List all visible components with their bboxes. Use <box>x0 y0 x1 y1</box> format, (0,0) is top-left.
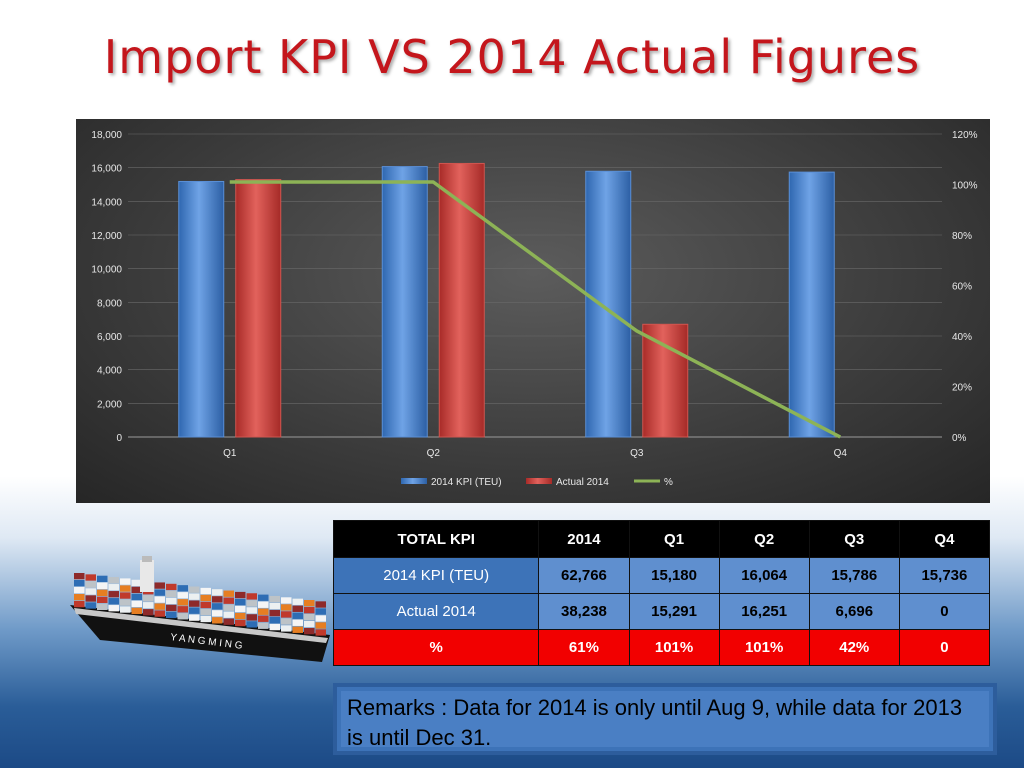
table-cell: 16,064 <box>718 557 810 594</box>
y-left-tick-label: 8,000 <box>97 298 122 309</box>
table-cell: 15,736 <box>898 557 991 594</box>
table-cell: 15,291 <box>628 593 720 630</box>
line-percent <box>229 180 842 439</box>
table-cell: 101% <box>718 629 810 666</box>
table-row: 2014 KPI (TEU) 62,766 15,180 16,064 15,7… <box>332 557 991 594</box>
container-ship-illustration: Y A N G M I N G <box>70 556 330 662</box>
kpi-table: TOTAL KPI 2014 Q1 Q2 Q3 Q4 2014 KPI (TEU… <box>332 520 991 666</box>
table-cell: 62,766 <box>538 557 630 594</box>
remarks-text: Remarks : Data for 2014 is only until Au… <box>347 695 963 750</box>
table-cell: 0 <box>898 593 991 630</box>
y-left-tick-label: 6,000 <box>97 332 122 343</box>
table-cell: 61% <box>538 629 630 666</box>
y-left-tick-label: 14,000 <box>91 197 122 208</box>
row-label: % <box>332 629 540 666</box>
table-header: Q1 <box>628 520 720 558</box>
row-label: 2014 KPI (TEU) <box>332 557 540 594</box>
x-tick-label: Q3 <box>630 448 644 459</box>
x-tick-label: Q4 <box>834 448 848 459</box>
table-cell: 15,786 <box>808 557 900 594</box>
y-right-tick-label: 20% <box>952 383 972 394</box>
x-tick-label: Q1 <box>223 448 237 459</box>
y-right-tick-label: 80% <box>952 231 972 242</box>
y-left-tick-label: 10,000 <box>91 265 122 276</box>
y-left-tick-label: 0 <box>116 433 122 444</box>
y-left-tick-label: 18,000 <box>91 130 122 141</box>
legend-label: 2014 KPI (TEU) <box>431 477 502 488</box>
table-cell: 16,251 <box>718 593 810 630</box>
slide-title: Import KPI VS 2014 Actual Figures <box>103 30 921 84</box>
bar-kpi <box>788 171 835 438</box>
combo-chart: 0 2,000 4,000 6,000 8,000 10,000 12,000 14,000 1… <box>91 130 978 488</box>
chart-panel: 0 2,000 4,000 6,000 8,000 10,000 12,000 14,000 1… <box>76 119 990 503</box>
table-header: Q2 <box>718 520 810 558</box>
table-header: TOTAL KPI <box>332 520 540 558</box>
table-cell: 6,696 <box>808 593 900 630</box>
y-right-tick-label: 0% <box>952 433 967 444</box>
y-right-tick-label: 100% <box>952 181 978 192</box>
bar-actual <box>235 179 282 438</box>
y-right-tick-label: 60% <box>952 282 972 293</box>
legend-label: % <box>664 477 673 488</box>
legend-label: Actual 2014 <box>556 477 609 488</box>
legend-swatch <box>401 478 427 484</box>
row-label: Actual 2014 <box>332 593 540 630</box>
table-cell: 15,180 <box>628 557 720 594</box>
bar-actual <box>642 323 689 438</box>
table-header: 2014 <box>538 520 630 558</box>
y-right-tick-label: 120% <box>952 130 978 141</box>
table-row: Actual 2014 38,238 15,291 16,251 6,696 0 <box>332 593 991 630</box>
bar-kpi <box>381 166 428 438</box>
bar-kpi <box>585 170 632 438</box>
y-right-tick-label: 40% <box>952 332 972 343</box>
y-left-tick-label: 12,000 <box>91 231 122 242</box>
table-cell: 38,238 <box>538 593 630 630</box>
bar-kpi <box>178 180 225 438</box>
table-cell: 0 <box>898 629 991 666</box>
table-cell: 101% <box>628 629 720 666</box>
bar-actual <box>438 162 485 438</box>
table-header: Q4 <box>898 520 991 558</box>
y-left-tick-label: 16,000 <box>91 164 122 175</box>
table-cell: 42% <box>808 629 900 666</box>
y-left-tick-label: 2,000 <box>97 399 122 410</box>
table-header: Q3 <box>808 520 900 558</box>
remarks-box: Remarks : Data for 2014 is only until Au… <box>333 683 997 755</box>
x-tick-label: Q2 <box>427 448 441 459</box>
y-left-tick-label: 4,000 <box>97 366 122 377</box>
legend-swatch <box>526 478 552 484</box>
table-row: % 61% 101% 101% 42% 0 <box>332 629 991 666</box>
